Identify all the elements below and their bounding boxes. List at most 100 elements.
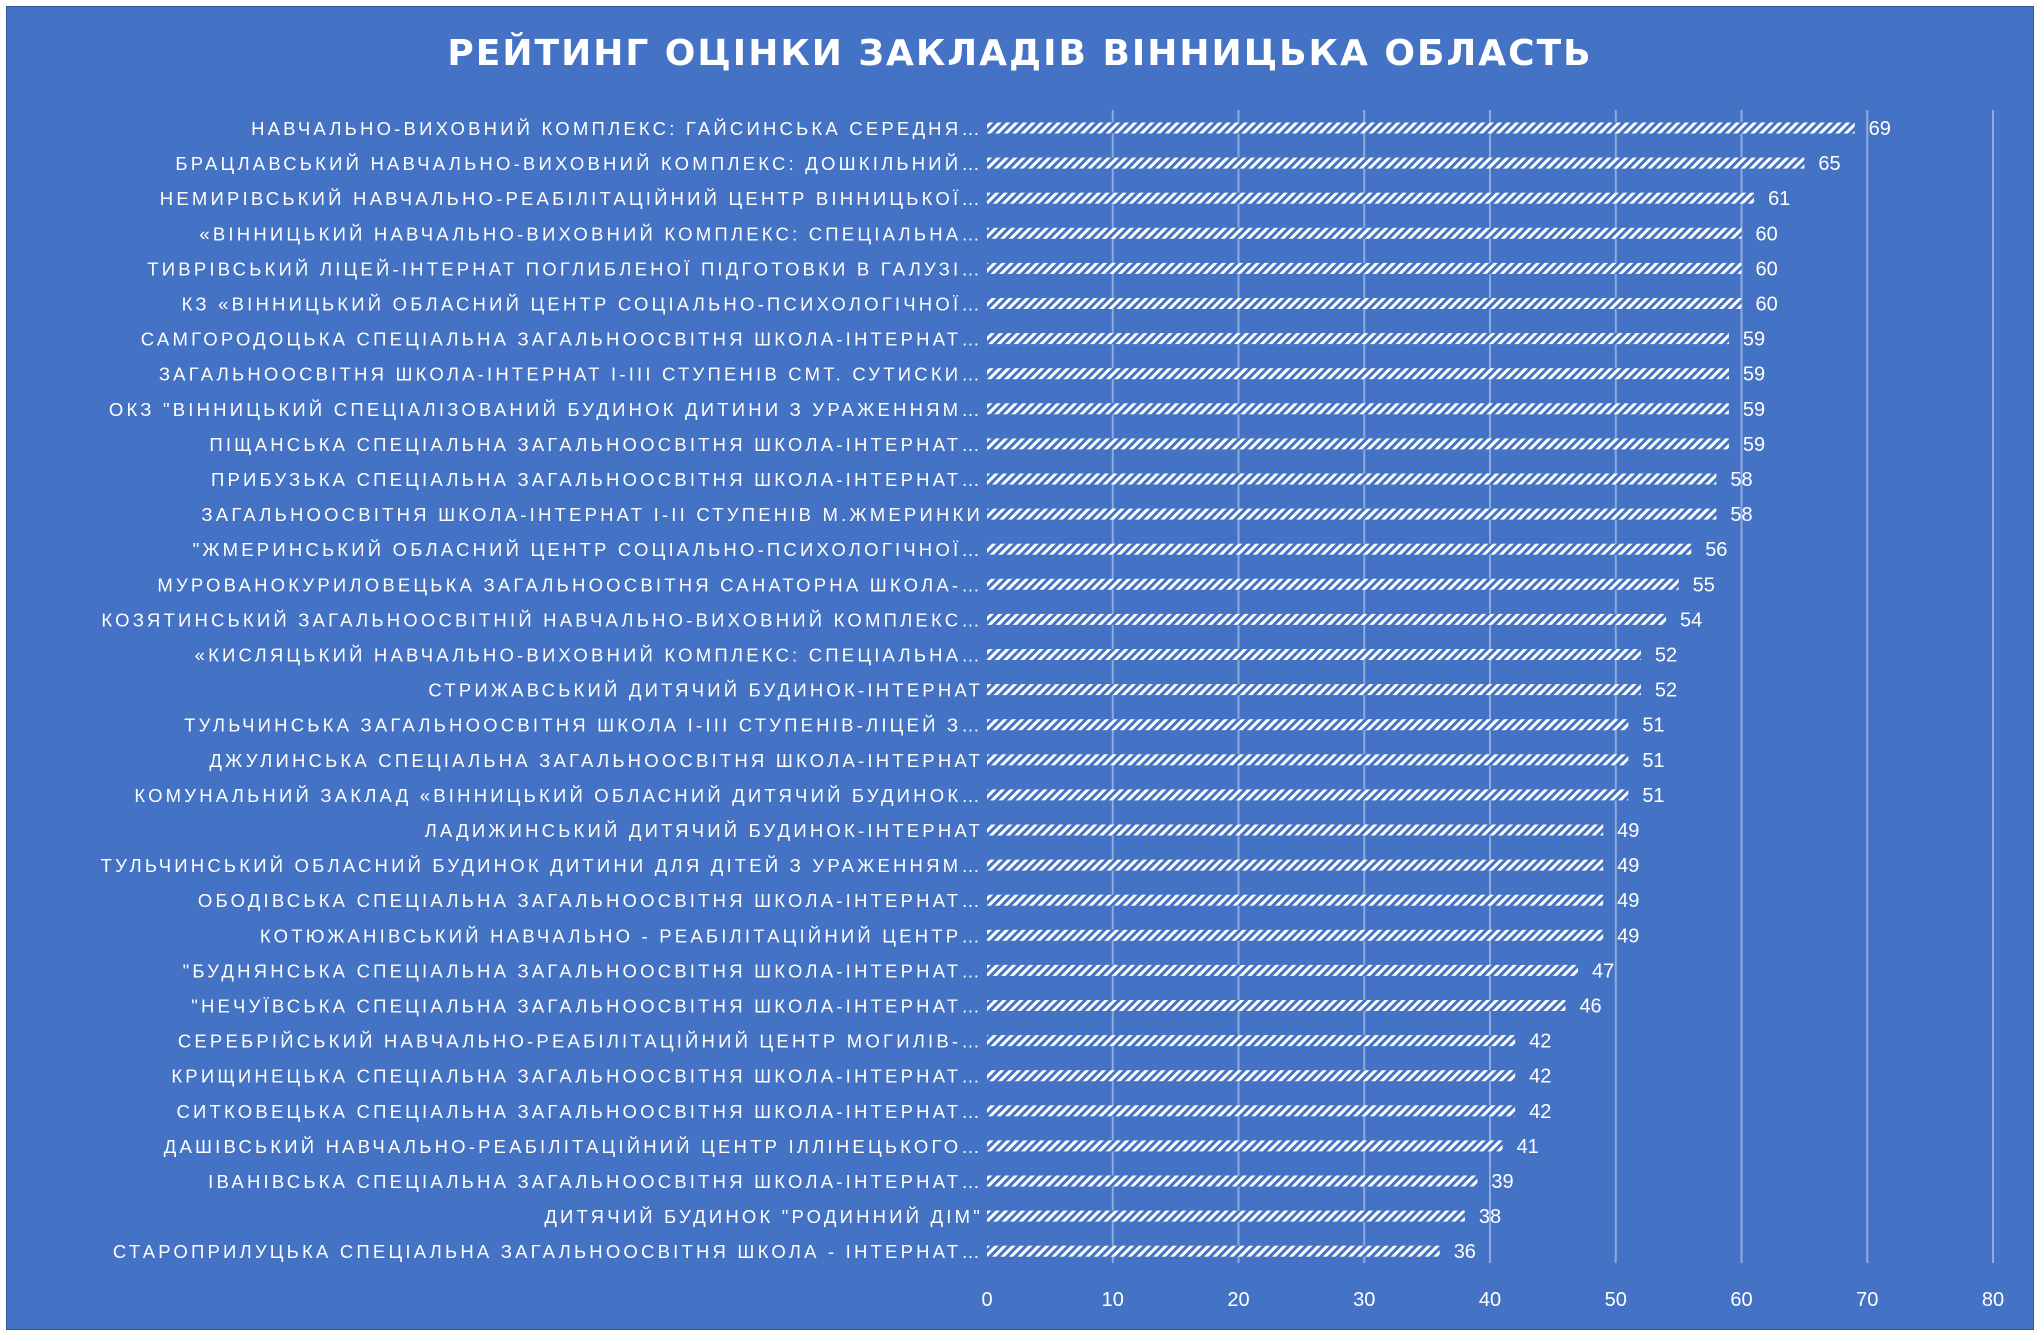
x-tick-label: 30 [1353, 1289, 1375, 1311]
x-tick-label: 50 [1605, 1289, 1627, 1311]
x-tick-label: 80 [1982, 1289, 2004, 1311]
data-labels: 6965616060605959595958585655545252515151… [1454, 118, 1891, 1263]
data-label: 60 [1756, 294, 1778, 316]
data-label: 49 [1617, 925, 1639, 947]
data-label: 49 [1617, 855, 1639, 877]
x-axis-ticks: 0 10 20 30 40 50 60 70 80 [981, 1289, 2004, 1311]
x-tick-label: 20 [1227, 1289, 1249, 1311]
category-label: ОБОДІВСЬКА СПЕЦІАЛЬНА ЗАГАЛЬНООСВІТНЯ ШК… [198, 890, 983, 911]
bar [987, 192, 1755, 204]
category-label: «КИСЛЯЦЬКИЙ НАВЧАЛЬНО-ВИХОВНИЙ КОМПЛЕКС:… [195, 645, 983, 666]
category-label: ДИТЯЧИЙ БУДИНОК "РОДИННИЙ ДІМ" [544, 1206, 983, 1227]
bar [987, 824, 1604, 836]
bar [987, 1245, 1440, 1257]
category-label: НАВЧАЛЬНО-ВИХОВНИЙ КОМПЛЕКС: ГАЙСИНСЬКА … [251, 118, 983, 139]
bar [987, 508, 1717, 520]
bar [987, 262, 1742, 274]
data-label: 38 [1479, 1206, 1501, 1228]
bar [987, 719, 1629, 731]
category-label: "НЕЧУЇВСЬКА СПЕЦІАЛЬНА ЗАГАЛЬНООСВІТНЯ Ш… [191, 996, 983, 1017]
data-label: 39 [1491, 1171, 1513, 1193]
data-label: 55 [1693, 574, 1715, 596]
category-label: МУРОВАНОКУРИЛОВЕЦЬКА ЗАГАЛЬНООСВІТНЯ САН… [157, 574, 983, 595]
data-label: 60 [1756, 223, 1778, 245]
category-label: СЕРЕБРІЙСЬКИЙ НАВЧАЛЬНО-РЕАБІЛІТАЦІЙНИЙ … [178, 1031, 983, 1052]
data-label: 61 [1768, 188, 1790, 210]
x-tick-label: 70 [1856, 1289, 1878, 1311]
bar [987, 578, 1679, 590]
x-tick-label: 40 [1479, 1289, 1501, 1311]
bar [987, 1070, 1516, 1082]
data-label: 51 [1642, 785, 1664, 807]
data-label: 58 [1730, 469, 1752, 491]
bar [987, 1210, 1465, 1222]
data-label: 51 [1642, 750, 1664, 772]
category-label: СТАРОПРИЛУЦЬКА СПЕЦІАЛЬНА ЗАГАЛЬНООСВІТН… [113, 1241, 983, 1262]
bar [987, 649, 1641, 660]
data-label: 52 [1655, 680, 1677, 702]
x-tick-label: 60 [1730, 1289, 1752, 1311]
category-label: "ЖМЕРИНСЬКИЙ ОБЛАСНИЙ ЦЕНТР СОЦІАЛЬНО-ПС… [193, 539, 983, 560]
data-label: 56 [1705, 539, 1727, 561]
data-label: 36 [1454, 1241, 1476, 1263]
category-label: ЗАГАЛЬНООСВІТНЯ ШКОЛА-ІНТЕРНАТ І-ІІІ СТУ… [159, 364, 983, 385]
bar [987, 613, 1667, 625]
data-label: 42 [1529, 1101, 1551, 1123]
category-labels: НАВЧАЛЬНО-ВИХОВНИЙ КОМПЛЕКС: ГАЙСИНСЬКА … [101, 118, 983, 1262]
bar [987, 1105, 1516, 1117]
category-label: САМГОРОДОЦЬКА СПЕЦІАЛЬНА ЗАГАЛЬНООСВІТНЯ… [141, 329, 983, 350]
data-label: 60 [1756, 258, 1778, 280]
bar [987, 403, 1729, 415]
data-label: 54 [1680, 609, 1702, 631]
category-label: БРАЦЛАВСЬКИЙ НАВЧАЛЬНО-ВИХОВНИЙ КОМПЛЕКС… [175, 153, 983, 174]
category-label: КЗ «ВІННИЦЬКИЙ ОБЛАСНИЙ ЦЕНТР СОЦІАЛЬНО-… [182, 294, 983, 315]
category-label: НЕМИРІВСЬКИЙ НАВЧАЛЬНО-РЕАБІЛІТАЦІЙНИЙ Ц… [160, 188, 983, 209]
bar [987, 964, 1579, 976]
chart-title: РЕЙТИНГ ОЦІНКИ ЗАКЛАДІВ ВІННИЦЬКА ОБЛАСТ… [447, 33, 1593, 74]
data-label: 59 [1743, 329, 1765, 351]
data-label: 46 [1579, 996, 1601, 1018]
bar [987, 1175, 1478, 1187]
data-label: 58 [1730, 504, 1752, 526]
bar [987, 684, 1641, 696]
category-label: ПІЩАНСЬКА СПЕЦІАЛЬНА ЗАГАЛЬНООСВІТНЯ ШКО… [209, 434, 983, 455]
category-label: КОТЮЖАНІВСЬКИЙ НАВЧАЛЬНО - РЕАБІЛІТАЦІЙН… [260, 925, 983, 946]
bar [987, 333, 1729, 345]
bar [987, 789, 1629, 801]
category-label: СТРИЖАВСЬКИЙ ДИТЯЧИЙ БУДИНОК-ІНТЕРНАТ [428, 680, 983, 701]
data-label: 59 [1743, 434, 1765, 456]
category-label: ДАШІВСЬКИЙ НАВЧАЛЬНО-РЕАБІЛІТАЦІЙНИЙ ЦЕН… [164, 1136, 983, 1157]
x-tick-label: 10 [1102, 1289, 1124, 1311]
category-label: ТУЛЬЧИНСЬКИЙ ОБЛАСНИЙ БУДИНОК ДИТИНИ ДЛЯ… [101, 855, 983, 876]
bar [987, 894, 1604, 906]
category-label: ПРИБУЗЬКА СПЕЦІАЛЬНА ЗАГАЛЬНООСВІТНЯ ШКО… [211, 469, 983, 490]
category-label: ОКЗ "ВІННИЦЬКИЙ СПЕЦІАЛІЗОВАНИЙ БУДИНОК … [109, 399, 983, 420]
data-label: 52 [1655, 645, 1677, 667]
category-label: СИТКОВЕЦЬКА СПЕЦІАЛЬНА ЗАГАЛЬНООСВІТНЯ Ш… [176, 1101, 983, 1122]
bar [987, 227, 1742, 239]
category-label: ТУЛЬЧИНСЬКА ЗАГАЛЬНООСВІТНЯ ШКОЛА І-ІІІ … [184, 715, 983, 736]
data-label: 65 [1818, 153, 1840, 175]
category-label: ІВАНІВСЬКА СПЕЦІАЛЬНА ЗАГАЛЬНООСВІТНЯ ШК… [208, 1171, 983, 1192]
bar [987, 929, 1604, 941]
bar [987, 122, 1855, 134]
bar [987, 157, 1805, 169]
category-label: «ВІННИЦЬКИЙ НАВЧАЛЬНО-ВИХОВНИЙ КОМПЛЕКС:… [199, 223, 983, 244]
bar [987, 859, 1604, 871]
category-label: ДЖУЛИНСЬКА СПЕЦІАЛЬНА ЗАГАЛЬНООСВІТНЯ ШК… [209, 750, 983, 771]
bar [987, 1035, 1516, 1047]
category-label: "БУДНЯНСЬКА СПЕЦІАЛЬНА ЗАГАЛЬНООСВІТНЯ Ш… [183, 960, 983, 981]
bar [987, 298, 1742, 309]
data-label: 42 [1529, 1066, 1551, 1088]
bar [987, 368, 1729, 380]
category-label: КОЗЯТИНСЬКИЙ ЗАГАЛЬНООСВІТНІЙ НАВЧАЛЬНО-… [101, 609, 983, 630]
data-label: 41 [1517, 1136, 1539, 1158]
bar [987, 1140, 1503, 1152]
category-label: КРИЩИНЕЦЬКА СПЕЦІАЛЬНА ЗАГАЛЬНООСВІТНЯ Ш… [171, 1066, 983, 1087]
bar [987, 543, 1692, 555]
bar [987, 1000, 1566, 1011]
data-label: 69 [1869, 118, 1891, 140]
category-label: КОМУНАЛЬНИЙ ЗАКЛАД «ВІННИЦЬКИЙ ОБЛАСНИЙ … [134, 785, 983, 806]
data-label: 47 [1592, 960, 1614, 982]
